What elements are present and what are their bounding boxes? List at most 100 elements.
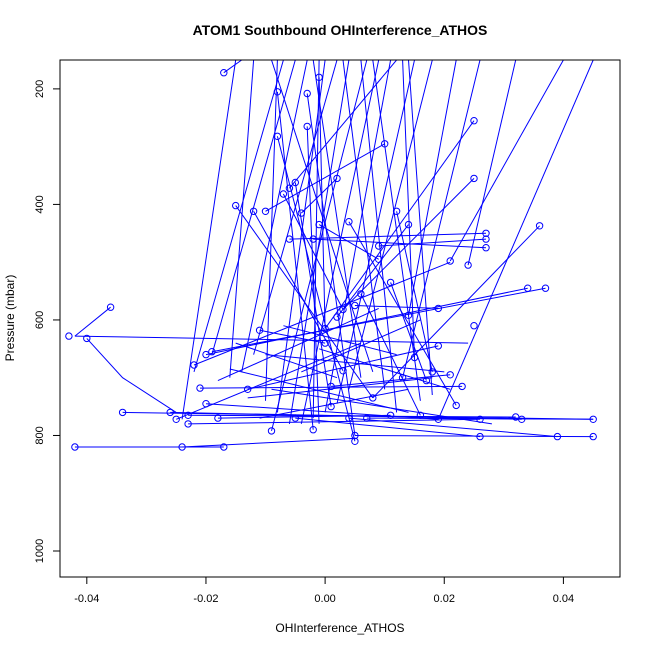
series-line [402, 60, 481, 378]
series-line [348, 221, 457, 406]
data-point [482, 235, 490, 243]
data-point [339, 367, 347, 375]
y-tick-label: 200 [34, 80, 46, 98]
data-point [589, 432, 597, 441]
series-line [396, 211, 433, 373]
data-point [220, 443, 228, 451]
data-point [273, 88, 282, 96]
data-point [208, 348, 216, 356]
data-point [535, 222, 544, 230]
series-line [306, 93, 356, 436]
data-point [464, 261, 472, 269]
data-point [214, 414, 222, 422]
data-point [369, 394, 377, 402]
chart-title: ATOM1 Southbound OHInterference_ATHOS [193, 22, 488, 38]
series-line [253, 60, 338, 355]
x-axis-label: OHInterference_ATHOS [275, 621, 404, 635]
data-point [458, 382, 466, 391]
series-line [354, 305, 439, 309]
y-axis: 200 400 600 800 1000 [34, 80, 61, 563]
data-point [386, 278, 395, 287]
series-line [342, 60, 386, 390]
x-tick-label: 0.02 [434, 593, 455, 605]
data-point [321, 324, 329, 333]
data-point [315, 73, 323, 82]
data-point [249, 207, 258, 216]
series-line [271, 388, 492, 425]
data-point [339, 305, 347, 314]
series-line [294, 182, 332, 407]
data-point [202, 400, 210, 408]
data-point [285, 184, 294, 192]
data-point [398, 374, 407, 382]
data-point [273, 132, 282, 141]
data-point [190, 361, 198, 369]
series-line [265, 143, 385, 212]
series-line [372, 225, 540, 399]
series-line [348, 60, 433, 390]
data-point [386, 411, 395, 419]
data-point [470, 117, 478, 125]
data-point [381, 140, 389, 148]
y-tick-label: 400 [34, 195, 46, 213]
series-line [211, 60, 296, 355]
series-line [229, 368, 409, 413]
series-line [467, 60, 517, 266]
series-line [408, 60, 433, 396]
series-line [331, 374, 451, 387]
series-line [259, 388, 409, 419]
data-point [428, 368, 436, 376]
data-point [333, 174, 341, 183]
data-point [470, 322, 478, 330]
data-point [327, 382, 335, 391]
data-point [553, 432, 562, 441]
series-line [366, 417, 594, 420]
data-point [65, 332, 73, 340]
series-line [265, 354, 445, 373]
data-point [363, 414, 371, 422]
data-point [118, 408, 127, 417]
series-line [229, 60, 255, 378]
data-point [345, 414, 353, 422]
data-point [375, 242, 383, 250]
data-point [303, 89, 311, 98]
data-point [333, 313, 341, 321]
data-point [416, 411, 425, 419]
data-point [261, 207, 270, 216]
series-line [437, 60, 594, 420]
data-point [178, 443, 186, 451]
series-line [205, 403, 439, 420]
series-line [360, 60, 398, 413]
series-line [372, 60, 421, 401]
x-tick-label: 0.04 [553, 593, 574, 605]
series-line [301, 319, 421, 373]
series-line [336, 224, 409, 318]
series-line [276, 60, 326, 413]
data-point [232, 201, 240, 210]
data-point [404, 311, 413, 319]
data-point [285, 235, 294, 243]
data-point [184, 420, 192, 428]
data-point [309, 235, 317, 243]
data-point [351, 437, 359, 445]
series-line [336, 60, 415, 404]
series-line [276, 91, 314, 430]
data-point [524, 284, 532, 292]
series-line [74, 335, 469, 344]
data-point [470, 174, 478, 183]
data-point [327, 402, 335, 411]
series-line [283, 325, 397, 356]
data-point [392, 207, 401, 216]
data-point [434, 304, 442, 313]
series-line [378, 238, 487, 247]
data-point [255, 326, 264, 334]
series-line [288, 60, 350, 424]
data-point [309, 426, 317, 434]
x-tick-label: 0.00 [314, 593, 335, 605]
data-point [172, 415, 180, 423]
data-point [303, 122, 311, 131]
data-point [291, 178, 299, 187]
series-line [86, 338, 177, 413]
x-tick-label: -0.04 [74, 593, 99, 605]
data-point [345, 218, 353, 226]
